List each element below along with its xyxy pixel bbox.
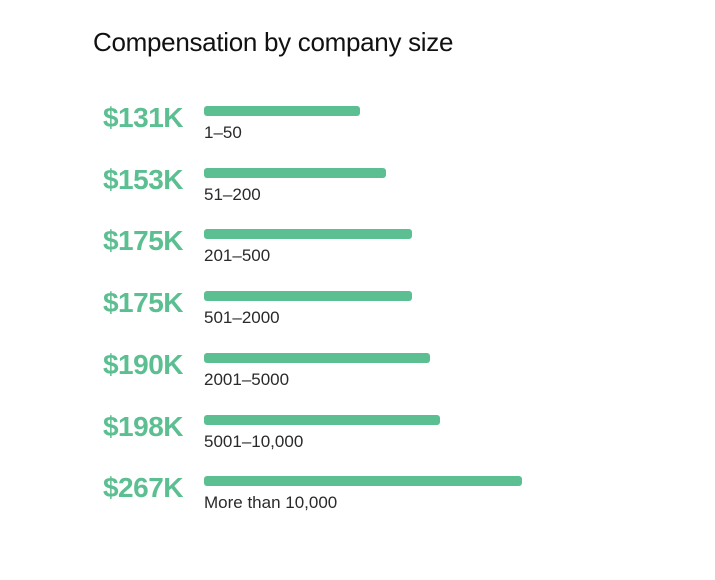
bar-value-label: $175K [102, 287, 184, 319]
bar-category-label: More than 10,000 [204, 493, 338, 513]
bar [204, 167, 386, 178]
bar-row: $175K 501–2000 [0, 287, 715, 341]
bar [204, 476, 522, 487]
bar [204, 291, 412, 302]
bar-row: $175K 201–500 [0, 225, 715, 279]
bar-value-label: $190K [102, 348, 184, 380]
bar-category-label: 51–200 [204, 184, 261, 204]
chart-title: Compensation by company size [93, 27, 454, 57]
bar [204, 229, 412, 240]
bar-row: $198K 5001–10,000 [0, 410, 715, 465]
bar [204, 106, 360, 116]
bar-row: $190K 2001–5000 [0, 348, 715, 403]
bar-row: $267K More than 10,000 [0, 472, 715, 526]
bar-value-label: $267K [102, 472, 184, 504]
bar-value-label: $153K [102, 163, 184, 195]
bar [204, 414, 440, 425]
bar-category-label: 2001–5000 [204, 369, 290, 389]
bar-value-label: $175K [102, 225, 184, 257]
bar-row: $131K 1–50 [0, 102, 715, 156]
bar-value-label: $131K [102, 102, 184, 133]
bar-category-label: 1–50 [204, 123, 242, 142]
bar-value-label: $198K [102, 410, 184, 442]
bar-category-label: 201–500 [204, 246, 271, 266]
bar-row: $153K 51–200 [0, 163, 715, 218]
bar-category-label: 5001–10,000 [204, 431, 304, 451]
bar [204, 352, 430, 363]
bar-category-label: 501–2000 [204, 308, 280, 328]
